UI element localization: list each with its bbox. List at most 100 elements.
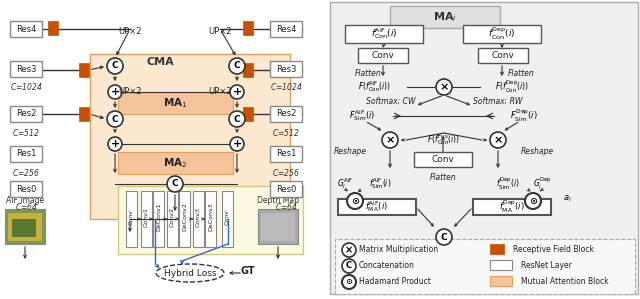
Bar	[414, 152, 472, 167]
Text: Res2: Res2	[276, 109, 296, 118]
Text: $F(f_{\mathrm{Con}}^{\mathrm{AiF}}(i))$: $F(f_{\mathrm{Con}}^{\mathrm{AiF}}(i))$	[358, 80, 392, 94]
Circle shape	[382, 132, 398, 148]
Circle shape	[229, 58, 245, 74]
Bar	[179, 191, 190, 247]
Circle shape	[108, 137, 122, 151]
Text: ⊙: ⊙	[351, 196, 359, 206]
Bar	[118, 92, 233, 114]
Bar	[118, 152, 233, 174]
Text: AiF Image: AiF Image	[6, 196, 44, 205]
Circle shape	[436, 79, 452, 95]
Bar	[345, 25, 423, 43]
Text: MA$_1$: MA$_1$	[163, 96, 188, 110]
Text: Conv: Conv	[431, 155, 454, 164]
Text: C: C	[234, 115, 240, 123]
Text: $f_{\mathrm{MA}}^{\mathrm{AiF}}(i)$: $f_{\mathrm{MA}}^{\mathrm{AiF}}(i)$	[365, 199, 388, 214]
Text: $G_i^{\mathrm{AiF}}$: $G_i^{\mathrm{AiF}}$	[337, 176, 353, 191]
Bar	[261, 213, 295, 241]
Circle shape	[490, 132, 506, 148]
Text: C: C	[112, 62, 118, 71]
Text: Conv1: Conv1	[144, 207, 149, 227]
Circle shape	[107, 58, 123, 74]
Bar	[463, 25, 541, 43]
Text: $C$=512: $C$=512	[272, 126, 300, 138]
Text: ×: ×	[439, 82, 449, 92]
Bar	[222, 191, 233, 247]
Text: $F_{\mathrm{Sim}}^{\mathrm{Dep}}(i)$: $F_{\mathrm{Sim}}^{\mathrm{Dep}}(i)$	[510, 108, 538, 124]
Text: $C$=64: $C$=64	[275, 202, 298, 213]
Text: Res3: Res3	[276, 65, 296, 74]
Bar	[10, 106, 42, 122]
Text: $f_{\mathrm{Con}}^{\mathrm{Dep}}(i)$: $f_{\mathrm{Con}}^{\mathrm{Dep}}(i)$	[488, 26, 516, 42]
Bar	[22, 219, 36, 237]
Text: Depth Map: Depth Map	[257, 196, 299, 205]
Text: Res1: Res1	[16, 150, 36, 158]
Bar	[12, 219, 26, 237]
Text: ×: ×	[345, 245, 353, 255]
Text: Res0: Res0	[276, 184, 296, 193]
Circle shape	[347, 193, 363, 209]
Bar	[10, 181, 42, 197]
Bar	[473, 199, 551, 215]
Bar	[270, 21, 302, 37]
Text: C: C	[172, 179, 179, 188]
Text: $C$=64: $C$=64	[15, 202, 37, 213]
Text: Softmax; RW: Softmax; RW	[473, 97, 522, 106]
Bar	[243, 63, 253, 77]
Text: Conv: Conv	[492, 51, 515, 60]
Text: ResNet Layer: ResNet Layer	[521, 260, 572, 269]
Bar	[338, 199, 416, 215]
Bar	[270, 181, 302, 197]
Bar	[48, 21, 58, 35]
Text: $C$=1024: $C$=1024	[10, 82, 42, 92]
Text: $C$=512: $C$=512	[12, 126, 40, 138]
Text: Hadamard Product: Hadamard Product	[359, 277, 431, 286]
Text: +: +	[232, 87, 242, 97]
Text: Conv: Conv	[225, 209, 230, 225]
Bar	[8, 213, 42, 241]
Bar	[5, 209, 45, 244]
Text: $f_{\mathrm{Sim}}^{\mathrm{AiF}}(i)$: $f_{\mathrm{Sim}}^{\mathrm{AiF}}(i)$	[369, 176, 391, 191]
Text: $F(f_{\mathrm{Con}}^{\mathrm{Fus}}(i))$: $F(f_{\mathrm{Con}}^{\mathrm{Fus}}(i))$	[428, 132, 461, 147]
Text: Matrix Multiplication: Matrix Multiplication	[359, 245, 438, 254]
Circle shape	[436, 229, 452, 245]
Text: Reshape: Reshape	[334, 147, 367, 156]
Bar	[79, 107, 89, 121]
Text: $F_{\mathrm{Sim}}^{\mathrm{AiF}}(i)$: $F_{\mathrm{Sim}}^{\mathrm{AiF}}(i)$	[349, 109, 375, 123]
Text: +: +	[232, 139, 242, 149]
Bar	[270, 146, 302, 162]
Circle shape	[342, 259, 356, 273]
Text: Conv: Conv	[372, 51, 394, 60]
Bar	[335, 239, 635, 294]
Circle shape	[230, 137, 244, 151]
Circle shape	[229, 111, 245, 127]
Text: $C$=256: $C$=256	[272, 167, 300, 178]
Circle shape	[230, 85, 244, 99]
Text: $a_i$: $a_i$	[563, 194, 572, 204]
Bar	[167, 191, 178, 247]
Text: $G_i^{\mathrm{Dep}}$: $G_i^{\mathrm{Dep}}$	[533, 176, 552, 192]
Text: Softmax; CW: Softmax; CW	[365, 97, 415, 106]
Bar	[193, 191, 204, 247]
Text: Flatten: Flatten	[508, 69, 535, 79]
Text: $C$=256: $C$=256	[12, 167, 40, 178]
Text: ×: ×	[493, 135, 502, 145]
Text: Mutual Attention Block: Mutual Attention Block	[521, 277, 609, 286]
Bar	[10, 146, 42, 162]
Text: Receptive Field Block: Receptive Field Block	[513, 245, 594, 254]
Circle shape	[108, 85, 122, 99]
Bar	[243, 21, 253, 35]
Text: UP×2: UP×2	[118, 28, 141, 36]
Circle shape	[107, 111, 123, 127]
Bar	[141, 191, 152, 247]
Text: ×: ×	[385, 135, 395, 145]
Bar	[490, 244, 504, 254]
Text: Res2: Res2	[16, 109, 36, 118]
Bar	[10, 21, 42, 37]
Text: C: C	[112, 115, 118, 123]
Text: Flatten: Flatten	[355, 69, 381, 79]
Text: Conv2: Conv2	[170, 207, 175, 227]
Text: Res4: Res4	[276, 25, 296, 33]
Text: Concatenation: Concatenation	[359, 262, 415, 271]
Bar	[126, 191, 137, 247]
